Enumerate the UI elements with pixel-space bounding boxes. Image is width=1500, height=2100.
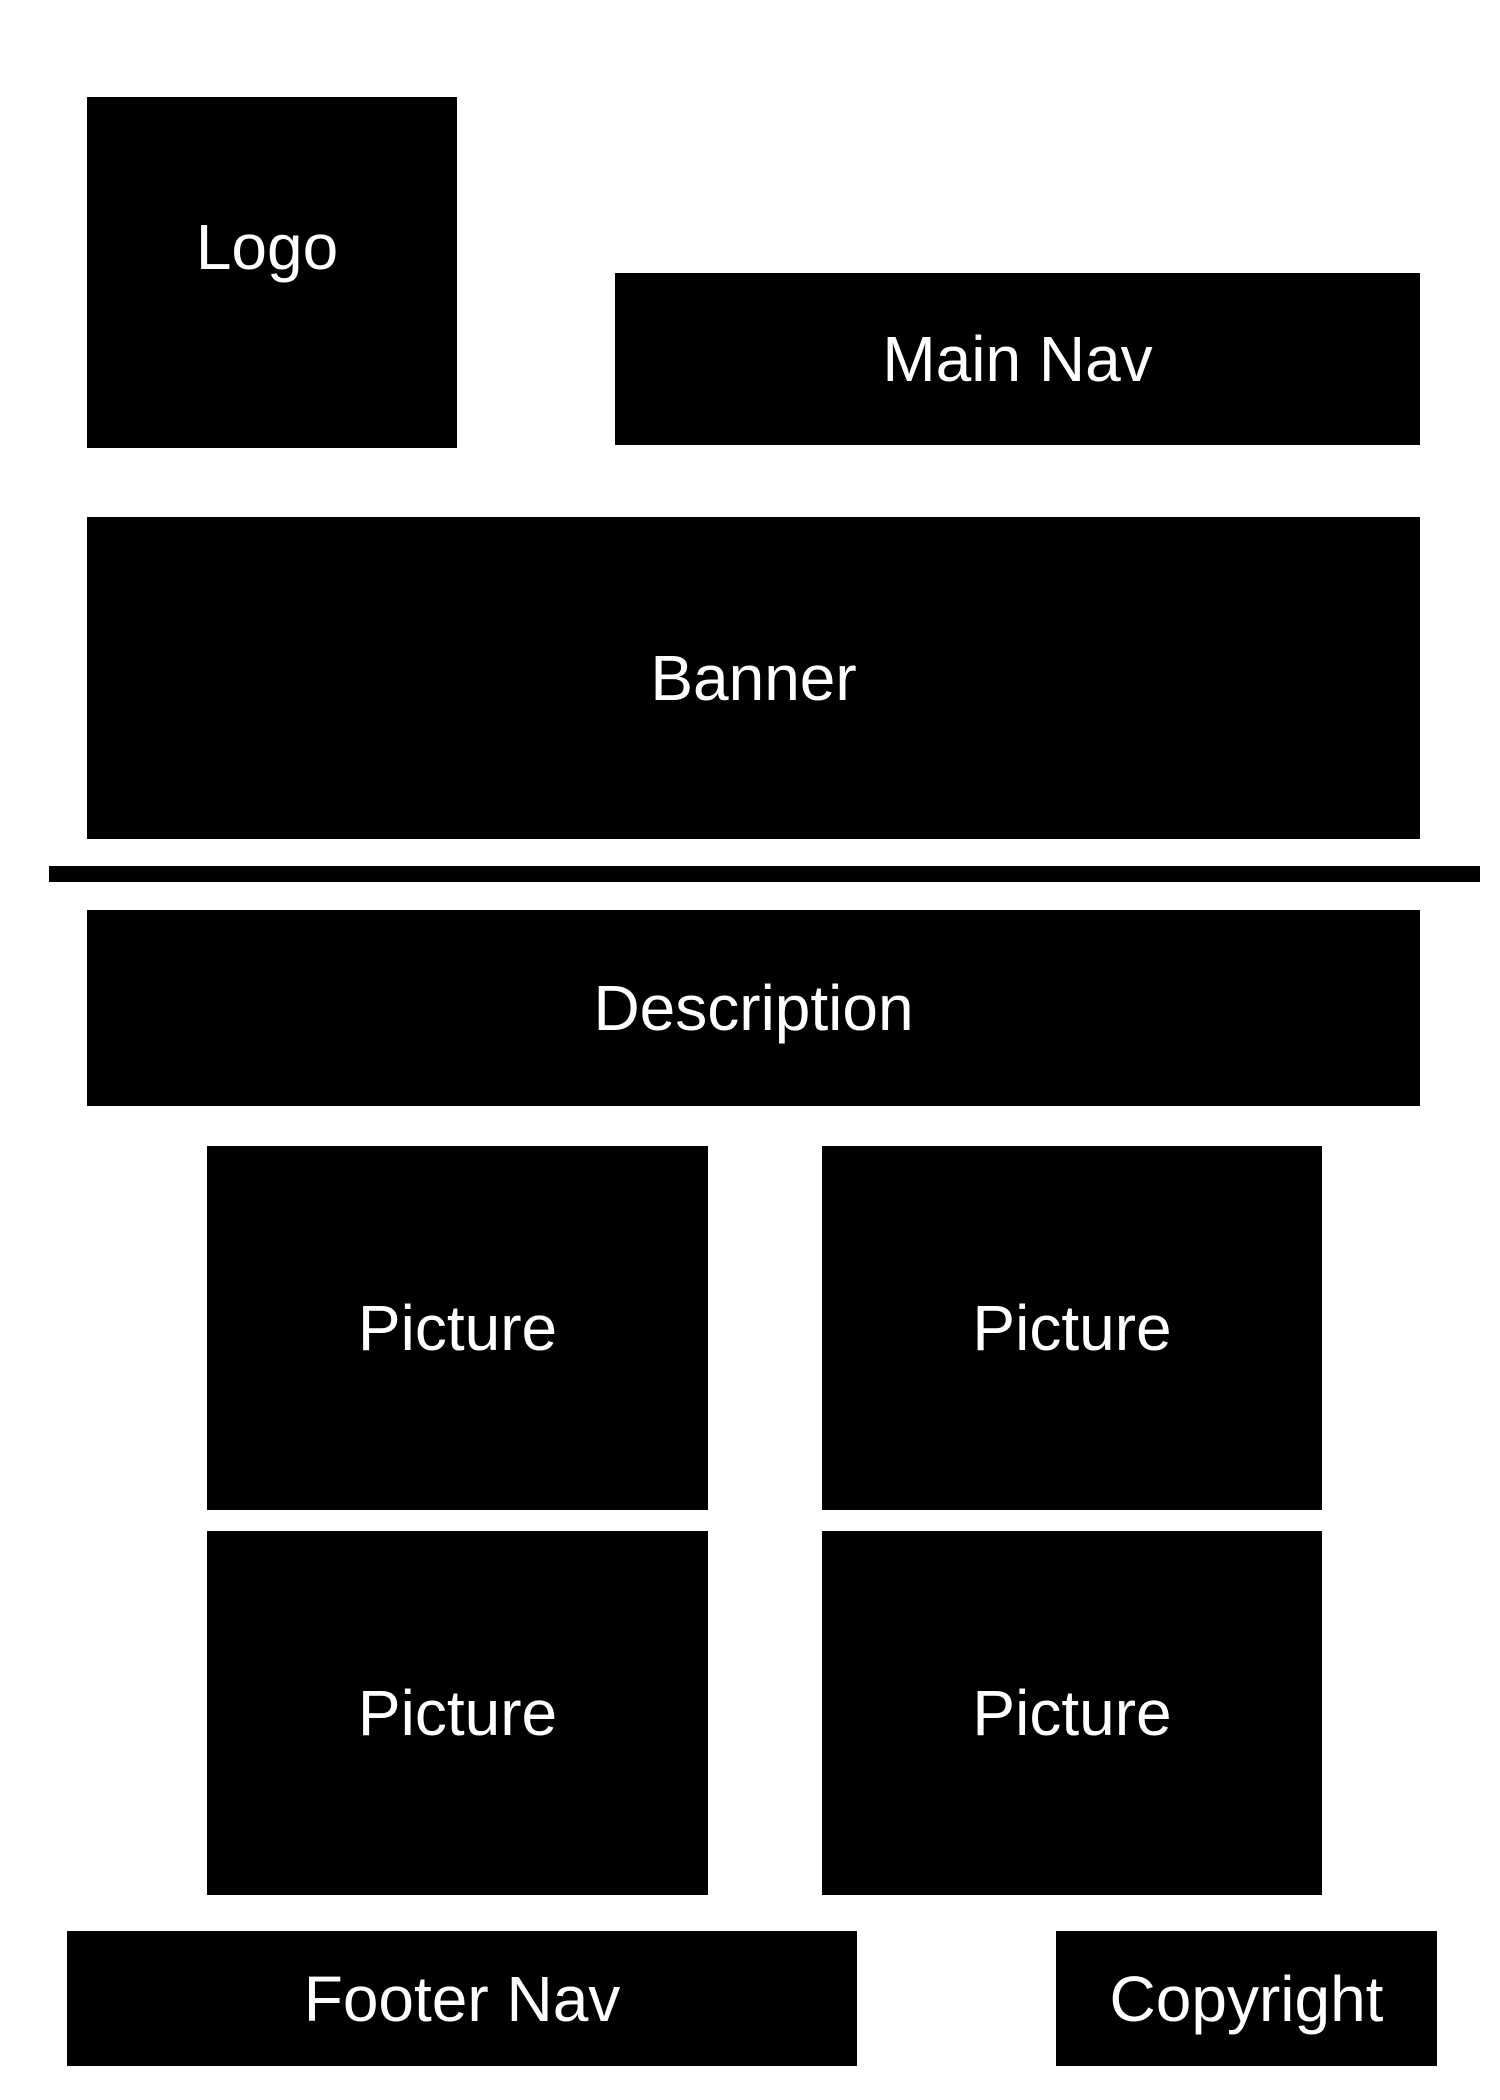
picture-label: Picture (357, 1677, 558, 1749)
description-label: Description (593, 972, 914, 1044)
logo-label: Logo (195, 211, 339, 283)
footer-nav-placeholder: Footer Nav (67, 1931, 857, 2066)
picture-placeholder-1: Picture (207, 1146, 708, 1510)
section-divider (49, 866, 1480, 882)
banner-label: Banner (650, 642, 857, 714)
footer-nav-label: Footer Nav (303, 1962, 621, 2035)
picture-label: Picture (357, 1292, 558, 1364)
main-nav-placeholder: Main Nav (615, 273, 1420, 445)
copyright-label: Copyright (1109, 1962, 1384, 2035)
banner-placeholder: Banner (87, 517, 1420, 839)
picture-label: Picture (972, 1292, 1172, 1364)
picture-placeholder-4: Picture (822, 1531, 1322, 1895)
main-nav-label: Main Nav (882, 323, 1153, 395)
logo-placeholder: Logo (87, 97, 457, 448)
copyright-placeholder: Copyright (1056, 1931, 1437, 2066)
picture-placeholder-3: Picture (207, 1531, 708, 1895)
description-placeholder: Description (87, 910, 1420, 1106)
picture-label: Picture (972, 1677, 1172, 1749)
picture-placeholder-2: Picture (822, 1146, 1322, 1510)
